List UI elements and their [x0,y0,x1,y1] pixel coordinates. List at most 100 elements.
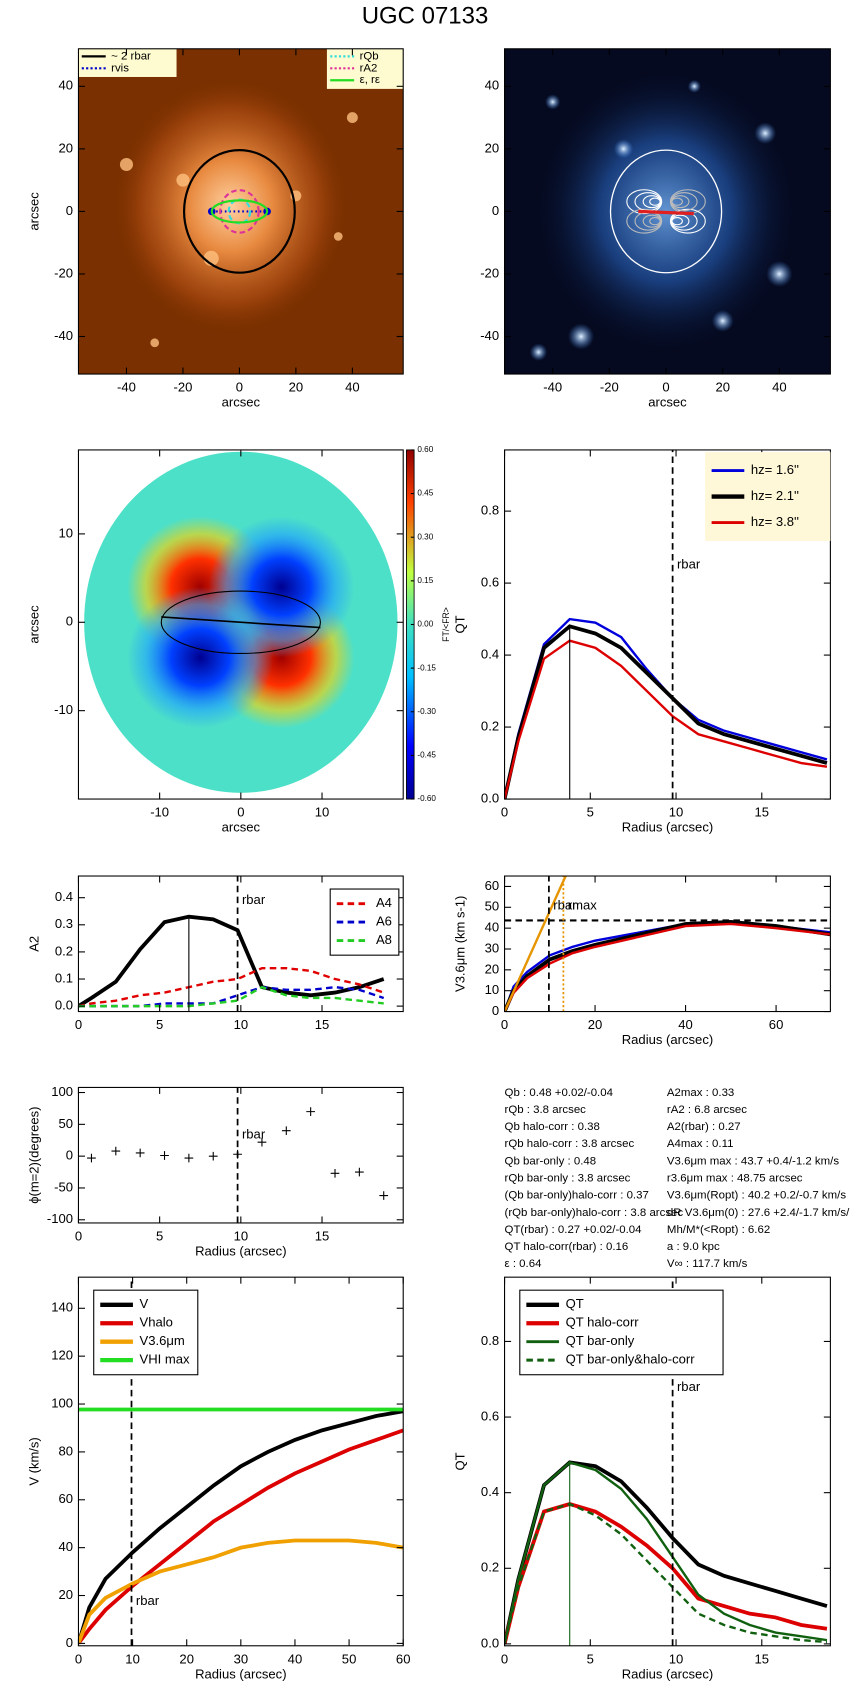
image-spot [529,343,548,361]
parameter-line: V3.6μm(Ropt) : 40.2 +0.2/-0.7 km/s [667,1190,846,1202]
parameter-line: QT(rbar) : 0.27 +0.02/-0.04 [505,1224,643,1236]
parameter-line: QT halo-corr(rbar) : 0.16 [505,1241,629,1253]
series-line [504,1461,828,1645]
parameter-line: rQb bar-only : 3.8 arcsec [505,1173,631,1185]
image-spot [567,323,595,350]
y-tick-label: 20 [58,1587,73,1602]
parameter-line: Qb halo-corr : 0.38 [505,1121,600,1133]
x-tick-label: -40 [543,380,562,395]
parameter-line: r3.6μm max : 48.75 arcsec [667,1173,803,1185]
point [184,1153,194,1163]
x-tick-label: 0 [75,1017,82,1032]
x-tick-label: 15 [755,1651,770,1666]
series-line [78,985,385,1008]
x-tick-label: 60 [769,1017,784,1032]
reference-label: rmax [568,897,598,912]
x-tick-label: 0 [501,1651,508,1666]
point [379,1191,389,1200]
legend-label: A6 [376,914,392,929]
legend-label: hz= 1.6'' [751,462,799,477]
series-line [504,920,831,1012]
image-spot [333,232,343,241]
y-tick-label: 0.2 [481,1560,499,1575]
x-tick-label: -20 [173,380,192,395]
x-axis-label: Radius (arcsec) [195,1667,286,1682]
point [208,1151,218,1161]
y-tick-label: 0 [492,203,499,218]
y-tick-label: 0.2 [55,943,73,958]
x-tick-label: 40 [288,1651,303,1666]
y-tick-label: 30 [485,940,500,955]
y-axis-label: V (km/s) [26,1437,41,1485]
y-tick-label: -20 [480,265,499,280]
reference-label: rbar [677,557,701,572]
y-axis-label: QT [452,615,467,633]
series-line [504,1502,828,1645]
bar-axis [161,616,321,629]
y-tick-label: 50 [58,1116,73,1131]
x-tick-label: 0 [501,805,508,820]
legend-label: rA2 [360,62,378,74]
plot-area [504,449,828,800]
x-tick-label: 10 [234,1229,249,1244]
legend-label: A4 [376,895,392,910]
x-tick-label: 15 [755,805,770,820]
parameter-line: A2(rbar) : 0.27 [667,1121,741,1133]
x-tick-label: 10 [669,805,684,820]
y-tick-label: 0.1 [55,970,73,985]
point [257,1137,267,1147]
y-tick-label: -20 [54,265,73,280]
legend-label: V [139,1296,148,1311]
colorbar-label: FT/<FR> [441,607,451,642]
y-tick-label: 80 [58,1443,73,1458]
point [160,1151,169,1160]
image-spot [150,338,160,348]
parameter-line: Qb : 0.48 +0.02/-0.04 [505,1087,614,1099]
x-tick-label: 20 [289,380,304,395]
x-tick-label: 15 [315,1229,330,1244]
series-line [504,876,567,1012]
y-tick-label: 120 [51,1348,73,1363]
x-tick-label: 40 [772,380,787,395]
point [330,1168,340,1178]
series-line [78,1409,404,1644]
figure-title: UGC 07133 [362,3,489,30]
parameter-line: dR V3.6μm(0) : 27.6 +2.4/-1.7 km/s/kpc [667,1207,850,1219]
y-tick-label: -10 [54,702,73,717]
y-tick-label: 0 [66,1148,73,1163]
image-spot [754,122,777,145]
y-axis-label: ϕ(m=2)(degrees) [26,1107,41,1204]
x-tick-label: 50 [342,1651,357,1666]
y-tick-label: -50 [54,1179,73,1194]
y-tick-label: 40 [485,78,500,93]
x-tick-label: 10 [125,1651,140,1666]
y-tick-label: 20 [58,140,73,155]
x-axis-label: arcsec [648,395,687,410]
x-tick-label: 30 [234,1651,249,1666]
image-spot [119,157,134,172]
parameter-line: Qb bar-only : 0.48 [505,1155,597,1167]
reference-label: rbar [242,892,266,907]
series-line [504,922,831,1012]
parameter-line: (Qb bar-only)halo-corr : 0.37 [505,1190,649,1202]
plot-area [78,48,404,375]
image-spot [613,139,634,159]
y-tick-label: 60 [485,878,500,893]
x-tick-label: 10 [234,1017,249,1032]
x-tick-label: 40 [345,380,360,395]
legend-label: A8 [376,932,392,947]
y-tick-label: 20 [485,961,500,976]
parameter-line: rQb halo-corr : 3.8 arcsec [505,1138,635,1150]
y-tick-label: 100 [51,1084,73,1099]
x-tick-label: 0 [236,380,243,395]
point [281,1126,291,1136]
x-tick-label: 5 [156,1229,163,1244]
x-tick-label: 5 [587,1651,594,1666]
x-tick-label: -10 [150,805,169,820]
contour [671,217,683,226]
overlay-ellipse [210,199,269,224]
map-lobe [127,586,274,729]
colorbar-tick-label: -0.15 [417,663,436,672]
series-line [504,919,831,1012]
